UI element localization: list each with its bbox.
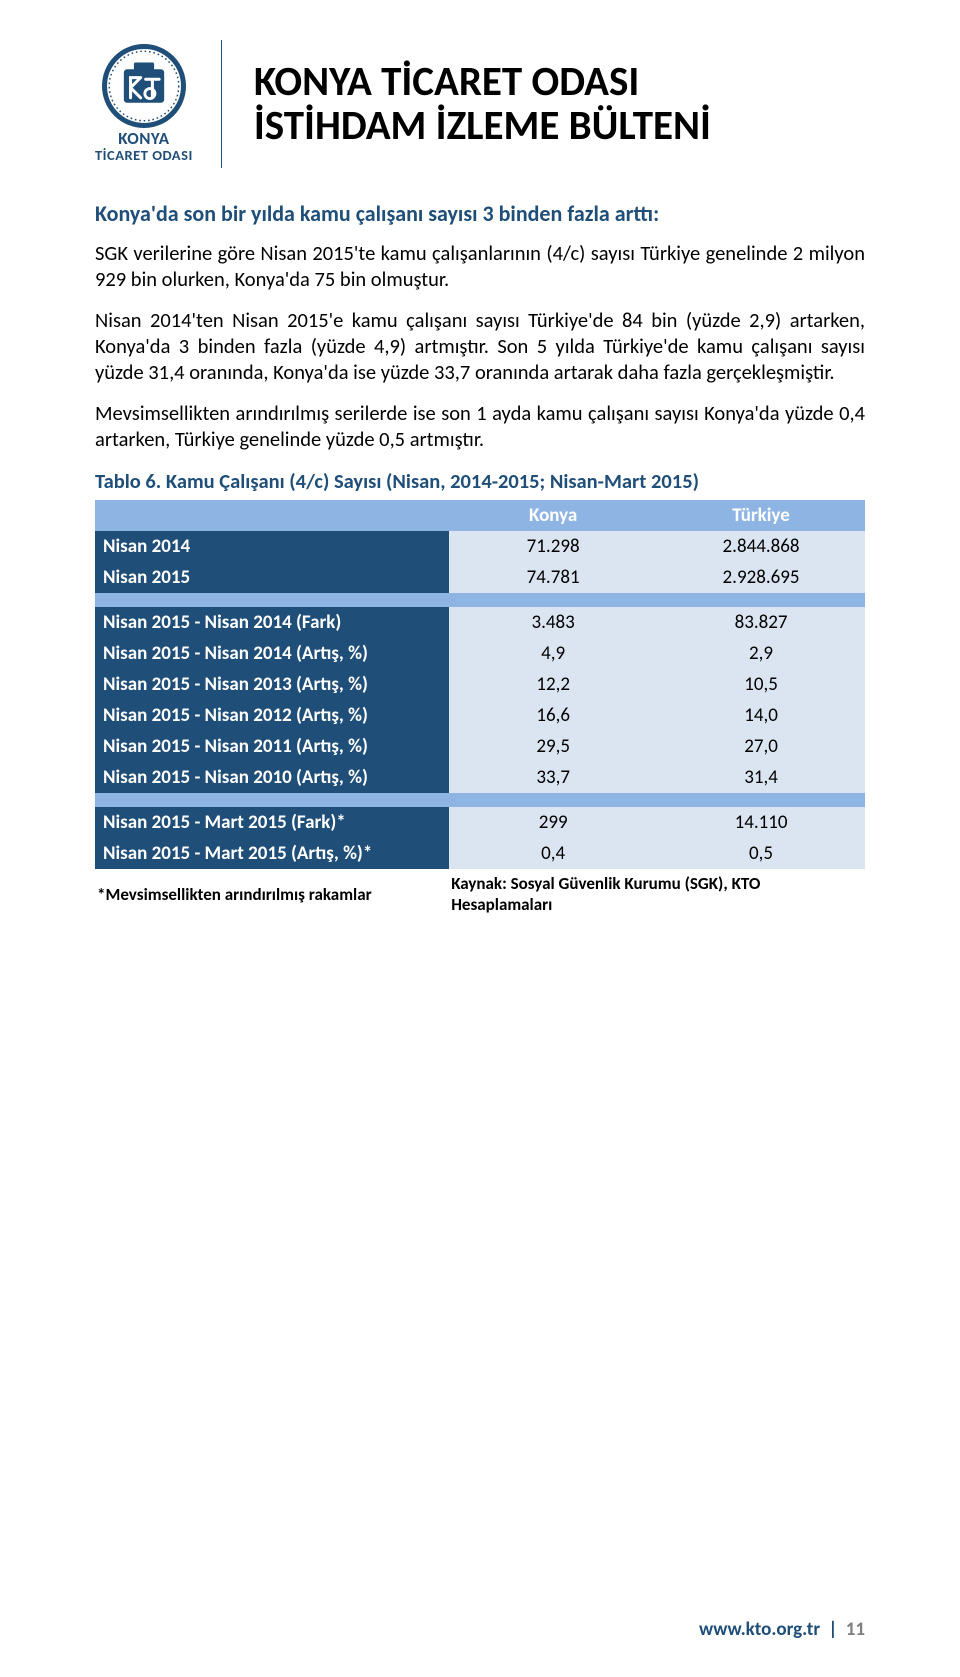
table-spacer xyxy=(95,593,865,607)
header-col-turkiye: Türkiye xyxy=(657,500,865,531)
row-label: Nisan 2015 - Nisan 2013 (Artış, %) xyxy=(95,669,449,700)
row-label: Nisan 2015 - Nisan 2012 (Artış, %) xyxy=(95,700,449,731)
title-line2: İSTİHDAM İZLEME BÜLTENİ xyxy=(254,104,865,148)
table-row: Nisan 2015 - Nisan 2013 (Artış, %) 12,2 … xyxy=(95,669,865,700)
row-value: 14,0 xyxy=(657,700,865,731)
row-value: 2.844.868 xyxy=(657,531,865,562)
row-label: Nisan 2015 - Mart 2015 (Fark)* xyxy=(95,807,449,838)
table-caption: Tablo 6. Kamu Çalışanı (4/c) Sayısı (Nis… xyxy=(95,468,865,494)
row-value: 299 xyxy=(449,807,657,838)
title-block: KONYA TİCARET ODASI İSTİHDAM İZLEME BÜLT… xyxy=(254,60,865,149)
row-value: 10,5 xyxy=(657,669,865,700)
row-value: 14.110 xyxy=(657,807,865,838)
row-value: 2,9 xyxy=(657,638,865,669)
page-header: KONYA TİCARET ODASI KONYA TİCARET ODASI … xyxy=(95,40,865,168)
kto-logo-icon xyxy=(102,44,186,128)
table-row: Nisan 2015 - Nisan 2014 (Artış, %) 4,9 2… xyxy=(95,638,865,669)
row-label: Nisan 2014 xyxy=(95,531,449,562)
header-divider xyxy=(221,40,222,168)
footer-url: www.kto.org.tr xyxy=(699,1618,820,1641)
footnote-right: Kaynak: Sosyal Güvenlik Kurumu (SGK), KT… xyxy=(449,869,865,915)
paragraph-3: Mevsimsellikten arındırılmış serilerde i… xyxy=(95,401,865,452)
data-table: Konya Türkiye Nisan 2014 71.298 2.844.86… xyxy=(95,500,865,915)
row-value: 0,4 xyxy=(449,838,657,869)
table-spacer xyxy=(95,793,865,807)
table-row: Nisan 2015 - Nisan 2011 (Artış, %) 29,5 … xyxy=(95,731,865,762)
table-header-row: Konya Türkiye xyxy=(95,500,865,531)
page-footer: www.kto.org.tr | 11 xyxy=(699,1618,865,1641)
row-label: Nisan 2015 - Nisan 2010 (Artış, %) xyxy=(95,762,449,793)
row-value: 27,0 xyxy=(657,731,865,762)
row-value: 3.483 xyxy=(449,607,657,638)
header-col-konya: Konya xyxy=(449,500,657,531)
row-label: Nisan 2015 - Nisan 2014 (Fark) xyxy=(95,607,449,638)
table-row: Nisan 2015 - Nisan 2012 (Artış, %) 16,6 … xyxy=(95,700,865,731)
logo-line2: TİCARET ODASI xyxy=(95,148,193,164)
row-label: Nisan 2015 - Nisan 2014 (Artış, %) xyxy=(95,638,449,669)
row-value: 83.827 xyxy=(657,607,865,638)
row-value: 31,4 xyxy=(657,762,865,793)
footnote-left: *Mevsimsellikten arındırılmış rakamlar xyxy=(95,869,449,915)
row-value: 74.781 xyxy=(449,562,657,593)
row-value: 16,6 xyxy=(449,700,657,731)
row-value: 2.928.695 xyxy=(657,562,865,593)
section-subheading: Konya'da son bir yılda kamu çalışanı say… xyxy=(95,200,865,227)
paragraph-1: SGK verilerine göre Nisan 2015'te kamu ç… xyxy=(95,241,865,292)
table-row: Nisan 2015 - Mart 2015 (Artış, %)* 0,4 0… xyxy=(95,838,865,869)
table-row: Nisan 2015 74.781 2.928.695 xyxy=(95,562,865,593)
paragraph-2: Nisan 2014'ten Nisan 2015'e kamu çalışan… xyxy=(95,308,865,385)
table-row: Nisan 2015 - Nisan 2014 (Fark) 3.483 83.… xyxy=(95,607,865,638)
row-value: 0,5 xyxy=(657,838,865,869)
table-row: Nisan 2015 - Nisan 2010 (Artış, %) 33,7 … xyxy=(95,762,865,793)
row-value: 4,9 xyxy=(449,638,657,669)
row-value: 71.298 xyxy=(449,531,657,562)
row-label: Nisan 2015 xyxy=(95,562,449,593)
logo-block: KONYA TİCARET ODASI xyxy=(95,44,193,165)
footer-separator: | xyxy=(824,1618,841,1641)
table-row: Nisan 2014 71.298 2.844.868 xyxy=(95,531,865,562)
row-value: 33,7 xyxy=(449,762,657,793)
row-label: Nisan 2015 - Mart 2015 (Artış, %)* xyxy=(95,838,449,869)
logo-text: KONYA TİCARET ODASI xyxy=(95,130,193,165)
footer-page-number: 11 xyxy=(846,1618,865,1641)
row-value: 29,5 xyxy=(449,731,657,762)
title-line1: KONYA TİCARET ODASI xyxy=(254,60,865,104)
table-footnote-row: *Mevsimsellikten arındırılmış rakamlar K… xyxy=(95,869,865,915)
row-label: Nisan 2015 - Nisan 2011 (Artış, %) xyxy=(95,731,449,762)
table-row: Nisan 2015 - Mart 2015 (Fark)* 299 14.11… xyxy=(95,807,865,838)
row-value: 12,2 xyxy=(449,669,657,700)
header-empty xyxy=(95,500,449,531)
